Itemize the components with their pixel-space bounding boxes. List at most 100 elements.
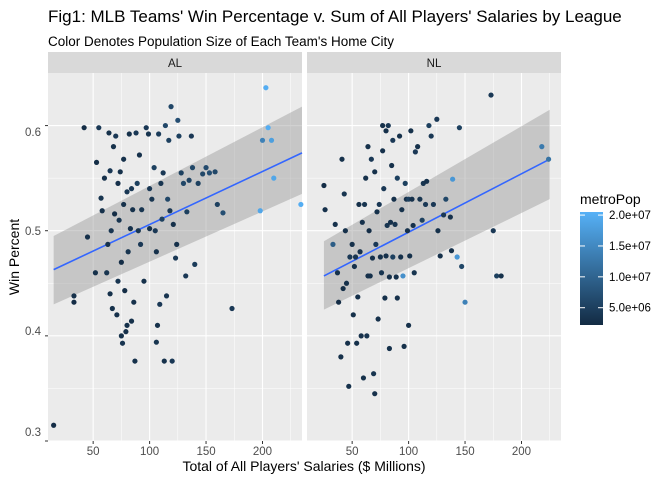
strip-label-al: AL: [168, 58, 183, 70]
trend-line: [323, 158, 551, 277]
y-axis: 0.6 0.5 0.4 0.3: [25, 125, 48, 442]
data-point: [170, 221, 176, 228]
data-point: [355, 294, 361, 300]
data-point: [268, 137, 275, 143]
data-point: [154, 322, 161, 328]
data-point: [356, 201, 362, 208]
data-point: [372, 169, 378, 175]
data-point: [332, 221, 338, 228]
data-point: [51, 422, 57, 428]
data-point: [149, 196, 155, 202]
data-point: [415, 144, 421, 150]
data-point: [384, 222, 390, 229]
data-point: [390, 137, 396, 143]
data-point: [151, 165, 157, 171]
data-point: [195, 180, 201, 186]
data-point: [130, 207, 136, 213]
data-point: [110, 144, 117, 150]
data-point: [169, 358, 175, 364]
data-point: [375, 316, 381, 322]
data-point: [430, 201, 437, 208]
data-point: [462, 299, 468, 305]
data-point: [380, 122, 386, 129]
data-point: [152, 228, 158, 234]
x-tick-label: 150: [196, 446, 215, 458]
data-point: [351, 263, 358, 270]
x-tick-label: 200: [253, 446, 272, 458]
data-point: [322, 207, 328, 213]
data-point: [338, 354, 344, 360]
data-point: [263, 85, 269, 91]
data-point: [203, 165, 209, 171]
data-point: [81, 125, 87, 131]
data-point: [387, 219, 394, 225]
y-tick-label: 0.6: [25, 127, 41, 139]
data-point: [159, 216, 165, 222]
data-point: [336, 299, 342, 305]
data-point: [363, 175, 369, 181]
data-point: [161, 358, 167, 364]
data-point: [339, 156, 345, 162]
data-point: [440, 212, 447, 218]
data-point: [367, 273, 373, 279]
data-point: [135, 228, 141, 234]
data-point: [417, 196, 423, 202]
y-axis-title: Win Percent: [6, 219, 22, 295]
data-point: [165, 196, 171, 202]
data-point: [156, 131, 162, 137]
data-point: [392, 221, 398, 228]
data-point: [545, 156, 552, 162]
data-point: [108, 228, 114, 234]
trend-line-nl: [323, 158, 551, 277]
data-point: [128, 318, 135, 324]
data-point: [127, 226, 134, 232]
data-point: [147, 226, 153, 232]
data-point: [402, 180, 408, 186]
data-point: [98, 195, 104, 201]
data-point: [366, 228, 372, 234]
data-point: [377, 254, 383, 260]
data-point: [347, 254, 353, 260]
legend-title: metroPop: [580, 191, 641, 207]
data-point: [134, 180, 140, 186]
data-point: [494, 273, 500, 279]
data-point: [132, 358, 138, 364]
panel-nl: NL: [307, 52, 561, 442]
points-nl: [321, 92, 552, 397]
data-point: [349, 241, 355, 247]
data-point: [147, 186, 153, 192]
data-point: [490, 228, 496, 234]
data-point: [400, 273, 406, 279]
data-point: [361, 201, 368, 208]
data-point: [340, 285, 346, 292]
data-point: [426, 122, 432, 129]
data-point: [119, 340, 126, 346]
data-point: [115, 180, 121, 186]
data-point: [183, 273, 189, 279]
data-point: [380, 148, 386, 154]
data-point: [343, 280, 350, 286]
data-point: [106, 130, 112, 136]
legend-label: 2.0e+07: [609, 210, 651, 222]
data-point: [412, 149, 418, 155]
data-point: [401, 343, 407, 349]
data-point: [369, 255, 376, 261]
legend-label: 1.0e+07: [609, 272, 651, 284]
data-point: [419, 217, 425, 223]
data-point: [352, 254, 359, 260]
data-point: [374, 209, 380, 215]
data-point: [360, 375, 367, 381]
data-point: [128, 186, 135, 192]
panel-al: AL: [48, 52, 304, 442]
data-point: [406, 322, 412, 328]
data-point: [359, 219, 365, 225]
data-point: [386, 274, 393, 280]
data-point: [175, 117, 181, 123]
data-point: [450, 176, 456, 182]
data-point: [176, 133, 182, 139]
confidence-band-nl: [323, 109, 550, 310]
x-tick-label: 100: [140, 446, 159, 458]
data-point: [298, 201, 304, 208]
data-point: [394, 175, 400, 181]
